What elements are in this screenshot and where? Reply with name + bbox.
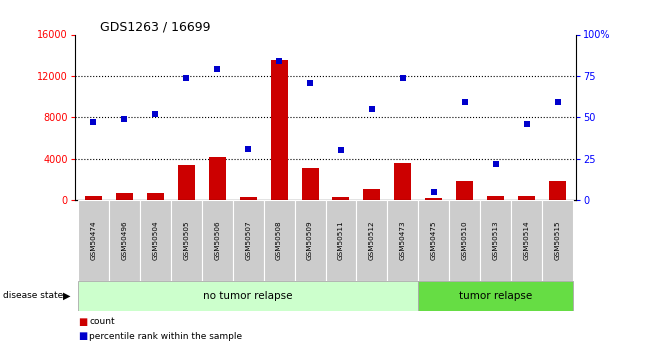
Bar: [363, 189, 380, 200]
Bar: [425, 198, 442, 200]
Text: GSM50514: GSM50514: [523, 221, 530, 260]
Bar: [78, 200, 109, 281]
Text: GSM50510: GSM50510: [462, 221, 467, 260]
Text: GDS1263 / 16699: GDS1263 / 16699: [100, 20, 210, 33]
Bar: [487, 196, 504, 200]
Bar: [357, 200, 387, 281]
Text: GSM50513: GSM50513: [493, 221, 499, 260]
Bar: [116, 193, 133, 200]
Bar: [140, 200, 171, 281]
Text: ■: ■: [78, 332, 87, 341]
Text: GSM50507: GSM50507: [245, 221, 251, 260]
Bar: [387, 200, 419, 281]
Text: GSM50504: GSM50504: [152, 221, 158, 260]
Text: count: count: [89, 317, 115, 326]
Bar: [326, 200, 357, 281]
Bar: [240, 197, 256, 200]
Text: GSM50475: GSM50475: [431, 221, 437, 260]
Bar: [294, 200, 326, 281]
Bar: [301, 168, 318, 200]
Bar: [419, 200, 449, 281]
Text: tumor relapse: tumor relapse: [459, 291, 533, 301]
Bar: [264, 200, 294, 281]
Bar: [178, 165, 195, 200]
Bar: [518, 196, 535, 200]
Text: GSM50508: GSM50508: [276, 221, 282, 260]
Text: no tumor relapse: no tumor relapse: [203, 291, 293, 301]
Bar: [202, 200, 232, 281]
Text: disease state: disease state: [3, 291, 64, 300]
Bar: [480, 200, 511, 281]
Bar: [78, 281, 419, 310]
Bar: [511, 200, 542, 281]
Bar: [171, 200, 202, 281]
Bar: [109, 200, 140, 281]
Bar: [147, 193, 164, 200]
Text: GSM50512: GSM50512: [369, 221, 375, 260]
Bar: [85, 196, 102, 200]
Text: GSM50515: GSM50515: [555, 221, 561, 260]
Text: GSM50496: GSM50496: [121, 221, 128, 260]
Text: GSM50473: GSM50473: [400, 221, 406, 260]
Bar: [209, 157, 226, 200]
Text: GSM50506: GSM50506: [214, 221, 220, 260]
Bar: [333, 197, 350, 200]
Bar: [271, 60, 288, 200]
Text: GSM50474: GSM50474: [90, 221, 96, 260]
Text: GSM50509: GSM50509: [307, 221, 313, 260]
Bar: [232, 200, 264, 281]
Bar: [449, 200, 480, 281]
Text: GSM50511: GSM50511: [338, 221, 344, 260]
Bar: [549, 181, 566, 200]
Bar: [395, 163, 411, 200]
Bar: [542, 200, 573, 281]
Text: GSM50505: GSM50505: [184, 221, 189, 260]
Text: ▶: ▶: [62, 291, 70, 301]
Bar: [419, 281, 573, 310]
Bar: [456, 181, 473, 200]
Text: percentile rank within the sample: percentile rank within the sample: [89, 332, 242, 341]
Text: ■: ■: [78, 317, 87, 327]
